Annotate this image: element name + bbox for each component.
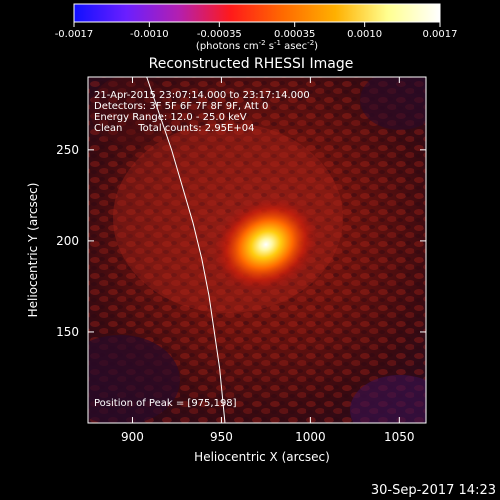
- y-tick-label: 150: [56, 325, 79, 339]
- colorbar-unit-label: (photons cm-2 s-1 asec-2): [196, 39, 318, 52]
- y-tick-label: 250: [56, 143, 79, 157]
- y-axis-ticks: 150 200 250: [56, 143, 426, 339]
- x-tick-label: 900: [121, 430, 144, 444]
- x-axis-label: Heliocentric X (arcsec): [194, 450, 330, 464]
- peak-position-label: Position of Peak = [975,198]: [94, 398, 237, 409]
- x-tick-label: 1000: [295, 430, 326, 444]
- annotation-time-range: 21-Apr-2015 23:07:14.000 to 23:17:14.000: [94, 90, 310, 101]
- solar-limb-curve: [146, 77, 226, 423]
- colorbar-tick-label: -0.0010: [130, 29, 169, 40]
- colorbar-tick-label: 0.0010: [347, 29, 382, 40]
- annotation-detectors: Detectors: 3F 5F 6F 7F 8F 9F, Att 0: [94, 101, 268, 112]
- annotation-block: 21-Apr-2015 23:07:14.000 to 23:17:14.000…: [94, 90, 310, 134]
- y-axis-label: Heliocentric Y (arcsec): [26, 183, 40, 318]
- x-tick-label: 950: [210, 430, 233, 444]
- heatmap-image: [88, 77, 426, 423]
- plot-frame: [87, 76, 427, 424]
- x-tick-label: 1050: [384, 430, 415, 444]
- colorbar-tick-label: 0.0017: [423, 29, 458, 40]
- colorbar: [73, 3, 441, 23]
- colorbar-ticks: -0.0017 -0.0010 -0.00035 0.00035 0.0010 0.001…: [55, 22, 458, 40]
- y-tick-label: 200: [56, 234, 79, 248]
- annotation-clean-counts: Clean Total counts: 2.95E+04: [94, 123, 254, 134]
- colorbar-tick-label: 0.00035: [274, 29, 315, 40]
- colorbar-tick-label: -0.0017: [55, 29, 94, 40]
- chart-title: Reconstructed RHESSI Image: [149, 56, 354, 72]
- footer-timestamp: 30-Sep-2017 14:23: [371, 483, 496, 498]
- peak-emission: [213, 196, 319, 293]
- colorbar-tick-label: -0.00035: [197, 29, 242, 40]
- annotation-energy-range: Energy Range: 12.0 - 25.0 keV: [94, 112, 247, 123]
- x-axis-ticks: 900 950 1000 1050: [121, 77, 415, 444]
